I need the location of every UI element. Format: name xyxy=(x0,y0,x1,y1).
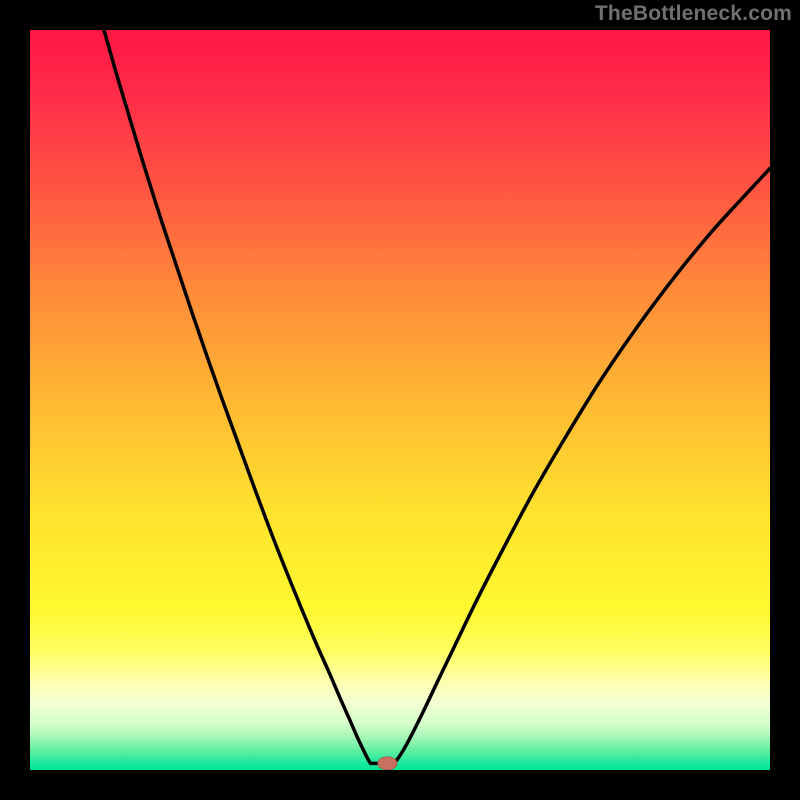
bottleneck-chart xyxy=(0,0,800,800)
chart-plot-bg xyxy=(30,30,770,770)
chart-container: TheBottleneck.com xyxy=(0,0,800,800)
watermark-text: TheBottleneck.com xyxy=(595,2,792,26)
optimal-point-marker xyxy=(378,757,397,770)
